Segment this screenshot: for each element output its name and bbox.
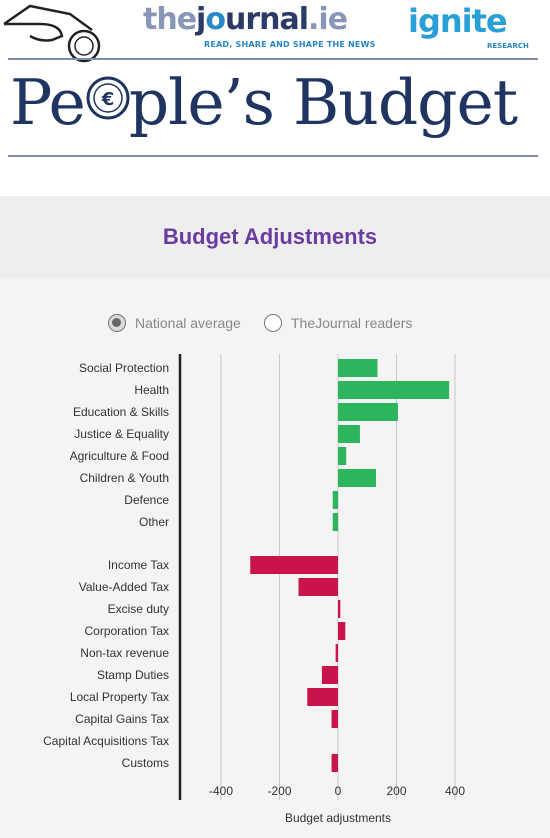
svg-text:€: € <box>101 89 115 110</box>
category-label: Customs <box>122 756 169 770</box>
category-label: Local Property Tax <box>70 690 169 704</box>
x-tick-label: 200 <box>386 784 406 798</box>
thejournal-logo[interactable]: thejournal.ie <box>143 2 348 37</box>
bar <box>338 622 346 640</box>
radio-national-average[interactable] <box>108 314 126 332</box>
category-label: Capital Gains Tax <box>75 712 169 726</box>
category-label: Defence <box>124 493 169 507</box>
bar <box>321 666 338 684</box>
x-tick-label: 400 <box>445 784 465 798</box>
hand-coin-icon <box>3 4 101 63</box>
legend-national-label: National average <box>135 315 241 331</box>
radio-thejournal-readers[interactable] <box>264 314 282 332</box>
bar <box>332 491 338 509</box>
category-label: Other <box>139 515 169 529</box>
bar <box>331 710 338 728</box>
x-axis-label: Budget adjustments <box>285 811 391 825</box>
x-tick-label: -400 <box>209 784 233 798</box>
x-tick-label: 0 <box>335 784 342 798</box>
category-label: Non-tax revenue <box>80 646 169 660</box>
category-label: Excise duty <box>108 602 169 616</box>
category-label: Social Protection <box>79 361 169 375</box>
bar <box>250 556 338 574</box>
bar <box>338 447 347 465</box>
legend-national-average[interactable]: National average <box>108 314 241 332</box>
header-rule-bottom <box>8 155 538 157</box>
category-label: Agriculture & Food <box>70 449 169 463</box>
bar <box>338 469 377 487</box>
bar-chart: Social Protection Health Education & Skill… <box>43 354 465 825</box>
bar <box>335 644 338 662</box>
ignite-research-label: RESEARCH <box>487 42 529 50</box>
bar <box>338 425 360 443</box>
category-label: Stamp Duties <box>97 668 169 682</box>
category-label: Corporation Tax <box>85 624 170 638</box>
bar <box>298 578 338 596</box>
ignite-logo[interactable]: ignite <box>408 2 508 40</box>
bar <box>338 403 398 421</box>
bar <box>338 600 341 618</box>
bar <box>331 754 338 772</box>
bar <box>338 359 378 377</box>
category-label: Education & Skills <box>73 405 169 419</box>
page-header: thejournal.ie READ, SHARE AND SHAPE THE … <box>0 0 550 165</box>
category-label: Capital Acquisitions Tax <box>43 734 169 748</box>
legend-thejournal-readers[interactable]: TheJournal readers <box>264 314 412 332</box>
bar <box>338 381 450 399</box>
bar <box>332 513 338 531</box>
header-rule-top <box>8 58 538 60</box>
legend-readers-label: TheJournal readers <box>291 315 413 331</box>
category-label: Value-Added Tax <box>79 580 169 594</box>
chart-title-bar <box>0 196 550 278</box>
chart-title: Budget Adjustments <box>162 224 378 249</box>
category-label: Income Tax <box>108 558 169 572</box>
bar <box>307 688 338 706</box>
category-label: Justice & Equality <box>74 427 169 441</box>
category-label: Health <box>134 383 169 397</box>
x-tick-label: -200 <box>267 784 291 798</box>
euro-coin-icon: € <box>86 76 130 120</box>
category-label: Children & Youth <box>80 471 169 485</box>
chart-panel: Budget Adjustments National average TheJ… <box>0 196 550 838</box>
thejournal-tagline: READ, SHARE AND SHAPE THE NEWS <box>204 40 376 49</box>
page-headline: Pe ple’s Budget <box>10 66 518 139</box>
